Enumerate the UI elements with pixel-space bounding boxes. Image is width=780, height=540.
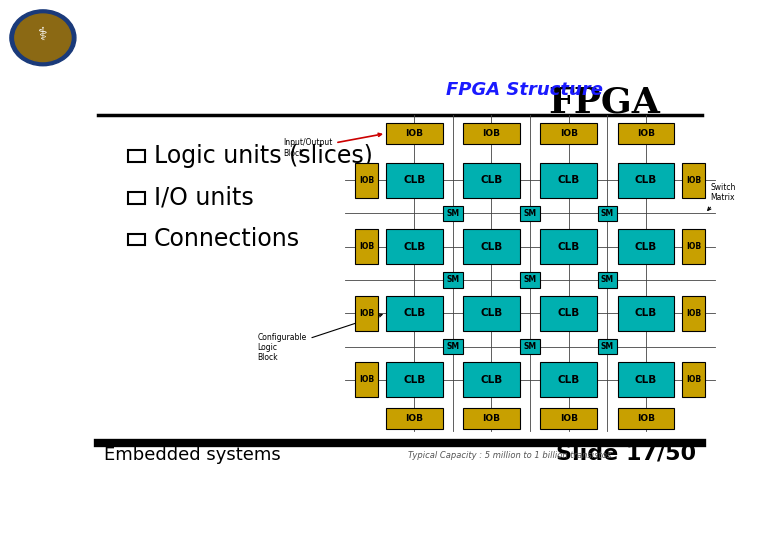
Text: ⚕: ⚕ xyxy=(38,26,48,44)
Bar xyxy=(618,408,674,429)
Bar xyxy=(355,229,378,265)
Text: Configurable
Logic
Block: Configurable Logic Block xyxy=(257,314,382,362)
Bar xyxy=(386,229,442,265)
Bar xyxy=(541,123,597,144)
Bar xyxy=(618,362,674,397)
Bar xyxy=(520,206,540,221)
Text: IOB: IOB xyxy=(686,375,701,384)
Text: IOB: IOB xyxy=(359,375,374,384)
Text: Logic units (slices): Logic units (slices) xyxy=(154,144,373,168)
Bar xyxy=(386,408,442,429)
Text: CLB: CLB xyxy=(480,308,502,318)
Bar xyxy=(463,163,519,198)
Text: CLB: CLB xyxy=(558,175,580,185)
Text: CLB: CLB xyxy=(558,308,580,318)
Text: IOB: IOB xyxy=(406,129,424,138)
Text: CLB: CLB xyxy=(480,375,502,385)
Bar xyxy=(463,295,519,331)
Text: SM: SM xyxy=(601,209,614,218)
Bar xyxy=(443,272,463,288)
Circle shape xyxy=(15,14,71,62)
Bar xyxy=(443,206,463,221)
Bar xyxy=(541,163,597,198)
Bar xyxy=(443,339,463,354)
Bar xyxy=(520,339,540,354)
Text: CLB: CLB xyxy=(635,175,657,185)
Text: IOB: IOB xyxy=(560,414,578,423)
Text: CLB: CLB xyxy=(480,175,502,185)
Bar xyxy=(520,272,540,288)
Text: CLB: CLB xyxy=(403,308,425,318)
Text: CLB: CLB xyxy=(635,375,657,385)
Text: SM: SM xyxy=(523,209,537,218)
Text: CLB: CLB xyxy=(558,375,580,385)
Bar xyxy=(463,123,519,144)
Bar xyxy=(597,272,617,288)
Text: IOB: IOB xyxy=(359,309,374,318)
Bar xyxy=(386,362,442,397)
Text: I/O units: I/O units xyxy=(154,186,254,210)
Text: IOB: IOB xyxy=(686,242,701,251)
Bar xyxy=(386,163,442,198)
Bar xyxy=(682,163,705,198)
Text: Embedded systems: Embedded systems xyxy=(104,446,280,464)
Text: SM: SM xyxy=(446,209,459,218)
Text: CLB: CLB xyxy=(480,242,502,252)
Bar xyxy=(386,123,442,144)
Text: CLB: CLB xyxy=(403,175,425,185)
Bar xyxy=(618,123,674,144)
Bar xyxy=(618,295,674,331)
Text: SM: SM xyxy=(523,342,537,351)
Bar xyxy=(128,192,144,204)
Bar xyxy=(355,295,378,331)
Text: SM: SM xyxy=(446,275,459,285)
Bar xyxy=(386,295,442,331)
Bar xyxy=(682,295,705,331)
Text: IOB: IOB xyxy=(406,414,424,423)
Bar xyxy=(618,163,674,198)
Text: CLB: CLB xyxy=(635,242,657,252)
Text: Switch
Matrix: Switch Matrix xyxy=(707,183,736,211)
Bar xyxy=(355,362,378,397)
Text: Connections: Connections xyxy=(154,227,300,252)
Bar xyxy=(682,229,705,265)
Text: SM: SM xyxy=(601,342,614,351)
Bar xyxy=(618,229,674,265)
Bar xyxy=(128,234,144,245)
Bar xyxy=(541,229,597,265)
Text: IOB: IOB xyxy=(560,129,578,138)
Text: SM: SM xyxy=(446,342,459,351)
Bar xyxy=(463,408,519,429)
Text: CLB: CLB xyxy=(635,308,657,318)
Text: CLB: CLB xyxy=(403,242,425,252)
Text: IOB: IOB xyxy=(359,242,374,251)
Text: CLB: CLB xyxy=(558,242,580,252)
Text: SM: SM xyxy=(601,275,614,285)
Text: Input/Output
Block: Input/Output Block xyxy=(283,133,381,158)
Text: IOB: IOB xyxy=(359,176,374,185)
Text: IOB: IOB xyxy=(686,176,701,185)
Text: CLB: CLB xyxy=(403,375,425,385)
Text: IOB: IOB xyxy=(637,129,655,138)
Bar xyxy=(541,408,597,429)
Text: IOB: IOB xyxy=(483,414,501,423)
Bar xyxy=(463,362,519,397)
Text: Slide 17/50: Slide 17/50 xyxy=(556,444,696,464)
Bar xyxy=(597,206,617,221)
Text: IOB: IOB xyxy=(686,309,701,318)
Text: FPGA Structure: FPGA Structure xyxy=(446,82,604,99)
Bar xyxy=(597,339,617,354)
Bar xyxy=(463,229,519,265)
Text: IOB: IOB xyxy=(483,129,501,138)
Text: IOB: IOB xyxy=(637,414,655,423)
Bar xyxy=(541,295,597,331)
Text: FPGA: FPGA xyxy=(548,85,660,119)
Bar xyxy=(355,163,378,198)
Circle shape xyxy=(10,10,76,66)
Text: SM: SM xyxy=(523,275,537,285)
Bar xyxy=(128,151,144,162)
Text: Typical Capacity : 5 million to 1 billion transistos: Typical Capacity : 5 million to 1 billio… xyxy=(408,451,611,460)
Bar xyxy=(682,362,705,397)
Bar xyxy=(541,362,597,397)
